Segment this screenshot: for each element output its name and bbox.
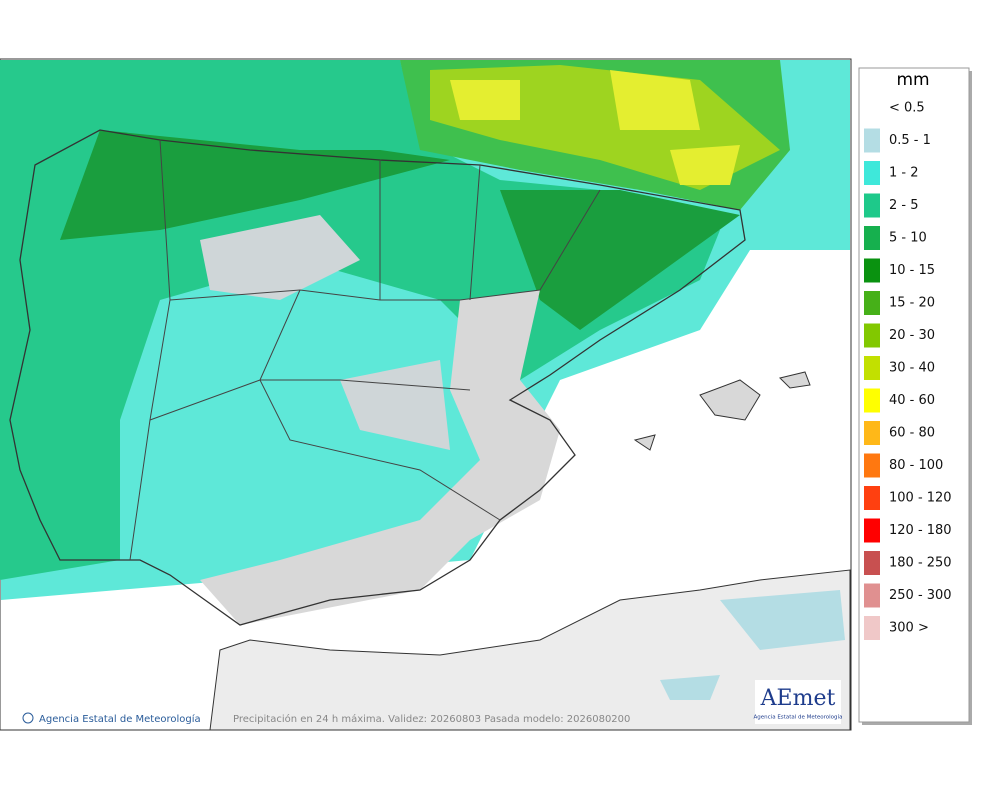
precip-africa: [660, 590, 845, 700]
precip-5-10-north: [60, 130, 740, 330]
legend-swatch: [864, 453, 880, 478]
legend-swatch: [864, 616, 880, 640]
legend-swatch: [864, 551, 880, 575]
legend-label: 120 - 180: [889, 523, 952, 538]
legend-swatch: [864, 518, 880, 543]
legend-label: 300 >: [889, 621, 929, 636]
legend-title: mm: [896, 70, 929, 90]
legend-label: 30 - 40: [889, 361, 935, 376]
region-borders: [129, 139, 601, 561]
legend-label: 100 - 120: [889, 491, 952, 506]
legend-swatch: [864, 161, 880, 185]
legend-label: 40 - 60: [889, 393, 935, 408]
legend-label: 0.5 - 1: [889, 133, 931, 148]
legend-swatch: [864, 128, 880, 153]
copyright-icon: [22, 712, 34, 724]
legend-swatch: [864, 323, 880, 348]
legend-swatch: [864, 96, 880, 120]
no-precip-inland: [200, 215, 450, 450]
logo-box: [755, 680, 841, 724]
legend-label: 1 - 2: [889, 166, 919, 181]
no-precip-southeast: [200, 290, 560, 625]
legend-swatch: [864, 583, 880, 608]
legend-label: 80 - 100: [889, 458, 943, 473]
footer-credit: Agencia Estatal de Meteorología: [39, 713, 201, 725]
map: Agencia Estatal de Meteorología Precipit…: [0, 58, 852, 731]
legend: mm < 0.5 0.5 - 1 1 - 2 2 - 5 5 - 10 10 - 15 15…: [858, 67, 972, 725]
balearic-islands: [633, 371, 811, 451]
legend-swatch: [864, 356, 880, 380]
legend-label: 20 - 30: [889, 328, 935, 343]
logo-subtitle: Agencia Estatal de Meteorología: [754, 714, 843, 721]
legend-swatch: [864, 258, 880, 283]
legend-label: 180 - 250: [889, 556, 952, 571]
legend-label: 15 - 20: [889, 296, 935, 311]
legend-label: 60 - 80: [889, 426, 935, 441]
legend-label: 5 - 10: [889, 231, 927, 246]
legend-swatch: [864, 226, 880, 250]
legend-swatch: [864, 193, 880, 218]
legend-swatch: [864, 291, 880, 315]
legend-label: < 0.5: [889, 101, 925, 116]
footer-caption: Precipitación en 24 h máxima. Validez: 2…: [233, 713, 630, 725]
legend-swatch: [864, 486, 880, 510]
legend-label: 10 - 15: [889, 263, 935, 278]
legend-swatch: [864, 388, 880, 413]
legend-label: 2 - 5: [889, 198, 919, 213]
logo: AEmet: [760, 686, 836, 711]
precip-30-40: [450, 70, 740, 185]
legend-label: 250 - 300: [889, 588, 952, 603]
legend-swatch: [864, 421, 880, 445]
